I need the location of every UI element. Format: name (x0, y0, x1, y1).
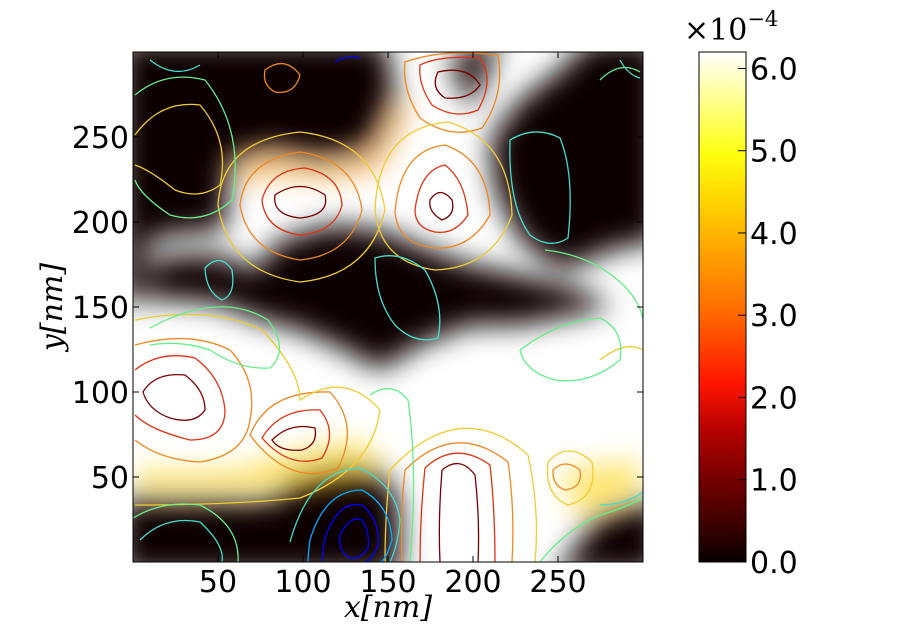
colorbar: 0.0 1.0 2.0 3.0 4.0 5.0 6.0 ×10−4 (684, 7, 798, 581)
y-tick-label: 50 (91, 461, 129, 496)
heatmap (133, 52, 643, 562)
y-axis-ticks: 50 100 150 200 250 (72, 121, 643, 496)
x-tick-label: 50 (199, 565, 237, 600)
colorbar-multiplier: ×10−4 (684, 7, 778, 48)
y-tick-label: 250 (72, 121, 129, 156)
colorbar-tick-label: 2.0 (750, 381, 798, 416)
x-tick-label: 150 (359, 565, 416, 600)
y-axis-label: y[nm] (35, 263, 70, 353)
colorbar-tick-label: 5.0 (750, 135, 798, 170)
colorbar-tick-label: 4.0 (750, 217, 798, 252)
colorbar-tick-label: 3.0 (750, 299, 798, 334)
y-tick-label: 100 (72, 376, 129, 411)
colorbar-tick-label: 0.0 (750, 546, 798, 581)
x-tick-label: 200 (444, 565, 501, 600)
colorbar-ticks: 0.0 1.0 2.0 3.0 4.0 5.0 6.0 (738, 52, 798, 581)
y-tick-label: 200 (72, 206, 129, 241)
x-axis-ticks: 50 100 150 200 250 (199, 52, 587, 600)
x-tick-label: 100 (274, 565, 331, 600)
y-tick-label: 150 (72, 291, 129, 326)
contour-lines (133, 52, 643, 562)
colorbar-gradient (698, 51, 747, 563)
x-tick-label: 250 (529, 565, 586, 600)
colorbar-tick-label: 6.0 (750, 52, 798, 87)
colorbar-tick-label: 1.0 (750, 464, 798, 499)
x-axis-label: x[nm] (344, 590, 432, 625)
